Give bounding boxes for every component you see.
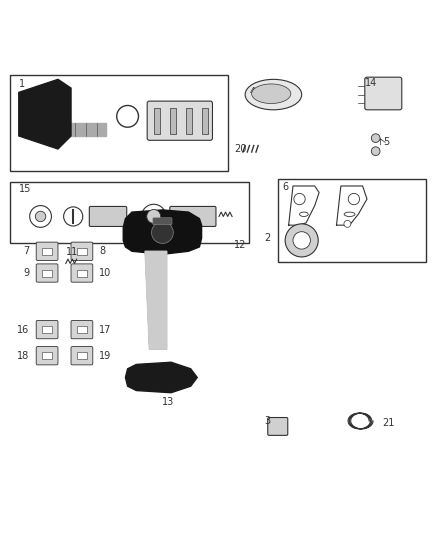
Circle shape xyxy=(141,204,166,229)
Text: 17: 17 xyxy=(99,325,112,335)
Text: 18: 18 xyxy=(18,351,30,361)
Text: 12: 12 xyxy=(234,240,247,250)
Bar xyxy=(42,248,52,255)
Text: 13: 13 xyxy=(162,397,175,407)
Bar xyxy=(186,108,192,134)
Circle shape xyxy=(64,207,83,226)
Polygon shape xyxy=(123,210,201,254)
FancyBboxPatch shape xyxy=(268,417,288,435)
Bar xyxy=(42,326,52,333)
Circle shape xyxy=(147,209,161,223)
Polygon shape xyxy=(145,251,167,349)
Text: 9: 9 xyxy=(24,268,30,278)
Circle shape xyxy=(35,211,46,222)
Bar xyxy=(42,352,52,359)
Text: 16: 16 xyxy=(18,325,30,335)
Circle shape xyxy=(371,147,380,156)
Circle shape xyxy=(117,106,138,127)
FancyBboxPatch shape xyxy=(153,218,172,225)
Text: 3: 3 xyxy=(265,416,271,426)
Text: 2: 2 xyxy=(265,233,271,243)
Text: 10: 10 xyxy=(99,268,112,278)
Text: 5: 5 xyxy=(384,138,390,148)
Text: 15: 15 xyxy=(19,184,31,194)
Circle shape xyxy=(285,224,318,257)
Bar xyxy=(201,108,208,134)
FancyBboxPatch shape xyxy=(170,206,216,227)
Bar xyxy=(77,270,87,277)
Polygon shape xyxy=(125,362,197,393)
Bar xyxy=(77,248,87,255)
FancyBboxPatch shape xyxy=(71,264,93,282)
Polygon shape xyxy=(45,123,106,136)
FancyBboxPatch shape xyxy=(36,264,58,282)
Text: 19: 19 xyxy=(99,351,112,361)
Circle shape xyxy=(371,134,380,142)
FancyBboxPatch shape xyxy=(36,242,58,261)
FancyBboxPatch shape xyxy=(365,77,402,110)
Text: 21: 21 xyxy=(382,418,395,428)
Circle shape xyxy=(348,193,360,205)
Text: 1: 1 xyxy=(19,79,25,90)
FancyBboxPatch shape xyxy=(71,242,93,261)
FancyBboxPatch shape xyxy=(89,206,127,227)
FancyBboxPatch shape xyxy=(278,180,426,262)
FancyBboxPatch shape xyxy=(10,182,250,243)
Ellipse shape xyxy=(344,212,355,216)
Text: 8: 8 xyxy=(99,246,106,256)
Text: 4: 4 xyxy=(250,87,256,98)
FancyBboxPatch shape xyxy=(36,346,58,365)
Text: 6: 6 xyxy=(282,182,288,192)
Ellipse shape xyxy=(300,212,308,216)
Circle shape xyxy=(152,222,173,244)
FancyBboxPatch shape xyxy=(71,320,93,339)
Text: 14: 14 xyxy=(365,78,377,88)
Circle shape xyxy=(30,206,51,228)
Bar xyxy=(77,326,87,333)
Ellipse shape xyxy=(245,79,302,110)
Bar xyxy=(170,108,176,134)
Ellipse shape xyxy=(252,84,291,103)
FancyBboxPatch shape xyxy=(71,346,93,365)
Circle shape xyxy=(294,193,305,205)
FancyBboxPatch shape xyxy=(36,320,58,339)
Circle shape xyxy=(344,220,351,228)
Text: 7: 7 xyxy=(23,246,30,256)
Bar xyxy=(154,108,160,134)
Text: 20: 20 xyxy=(234,144,247,154)
Bar xyxy=(77,352,87,359)
Polygon shape xyxy=(19,79,71,149)
Text: 11: 11 xyxy=(66,247,78,257)
Bar xyxy=(42,270,52,277)
FancyBboxPatch shape xyxy=(147,101,212,140)
FancyBboxPatch shape xyxy=(10,75,228,171)
Circle shape xyxy=(293,232,311,249)
